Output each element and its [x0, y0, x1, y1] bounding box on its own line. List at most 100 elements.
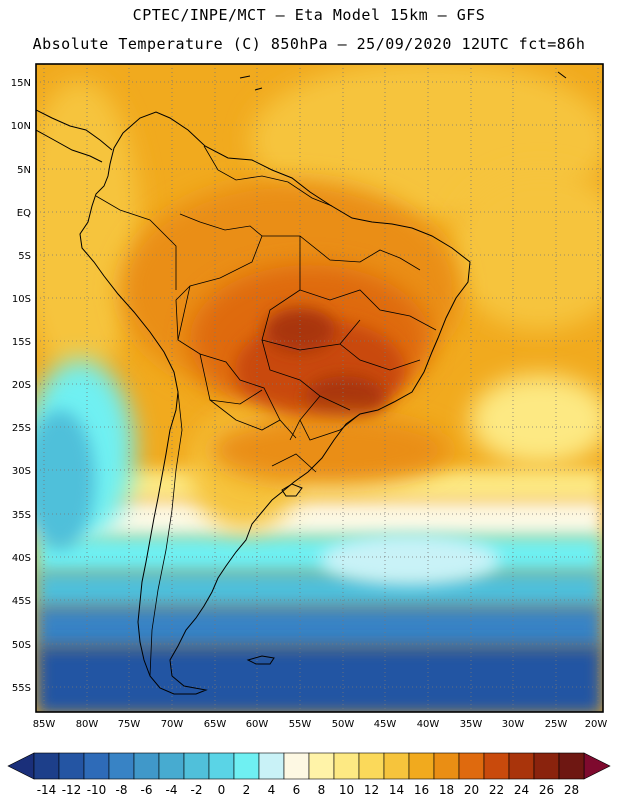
colorbar-segment	[258, 752, 285, 780]
colorbar-segment	[458, 752, 485, 780]
lon-label-85w: 85W	[33, 719, 56, 730]
colorbar-label: 24	[514, 783, 529, 797]
lat-label-40s: 40S	[12, 553, 31, 564]
border-bolivia	[177, 285, 263, 405]
colorbar-segment	[33, 752, 60, 780]
border-peru-ecuador	[95, 195, 177, 290]
field-south-brazil-warm	[210, 415, 450, 485]
lon-label-30w: 30W	[502, 719, 525, 730]
lat-label-25s: 25S	[12, 423, 31, 434]
lat-label-15n: 15N	[11, 78, 31, 89]
lon-label-25w: 25W	[545, 719, 568, 730]
colorbar-segment	[508, 752, 535, 780]
colorbar-segment	[558, 752, 585, 780]
colorbar-segment	[158, 752, 185, 780]
south-america-coastline	[79, 111, 471, 695]
falkland-islands	[246, 655, 275, 665]
lat-label-20s: 20S	[12, 380, 31, 391]
lon-label-55w: 55W	[289, 719, 312, 730]
lon-label-35w: 35W	[460, 719, 483, 730]
field-deep-blue-band	[36, 645, 603, 712]
colorbar-segment	[283, 752, 310, 780]
lon-label-70w: 70W	[161, 719, 184, 730]
border-brazil-states	[261, 235, 437, 441]
colorbar-label: -12	[62, 783, 82, 797]
colorbar-label: -10	[87, 783, 107, 797]
colorbar-under-arrow	[7, 752, 35, 780]
colorbar-label: 14	[389, 783, 404, 797]
colorbar-segment	[333, 752, 360, 780]
lat-label-55s: 55S	[12, 683, 31, 694]
colorbar-label: 28	[564, 783, 579, 797]
colorbar-label: 26	[539, 783, 554, 797]
colorbar-segment	[433, 752, 460, 780]
border-uruguay	[271, 453, 317, 473]
border-brazil-west	[175, 213, 297, 439]
colorbar-label: 18	[439, 783, 454, 797]
lon-label-60w: 60W	[246, 719, 269, 730]
lon-label-65w: 65W	[204, 719, 227, 730]
colorbar-label: 0	[218, 783, 226, 797]
colorbar-label: -6	[141, 783, 153, 797]
colorbar-label: -14	[37, 783, 57, 797]
colorbar-segments	[33, 752, 585, 780]
field-pacific-colder	[36, 410, 95, 550]
field-pacific-north	[36, 80, 140, 380]
colorbar-segment	[533, 752, 560, 780]
lat-label-5s: 5S	[18, 251, 31, 262]
colorbar: -14 -12 -10 -8 -6 -4 -2 0 2 4 6 8 10 12 14 16 18 20 22 24 26…	[7, 752, 611, 797]
central-america-coastline-south	[36, 129, 103, 163]
lat-label-15s: 15S	[12, 337, 31, 348]
colorbar-label: 12	[364, 783, 379, 797]
colorbar-label: -2	[191, 783, 203, 797]
colorbar-over-arrow	[583, 752, 611, 780]
lat-label-5n: 5N	[17, 165, 31, 176]
border-brazil-north	[203, 145, 333, 207]
colorbar-label: 10	[339, 783, 354, 797]
border-chile-argentina	[149, 391, 183, 677]
colorbar-label: 4	[268, 783, 276, 797]
central-america-coastline	[36, 109, 113, 151]
colorbar-label: 22	[489, 783, 504, 797]
lat-label-45s: 45S	[12, 596, 31, 607]
field-blue-band	[36, 605, 603, 650]
colorbar-segment	[108, 752, 135, 780]
caribbean-islands	[239, 71, 567, 91]
field-atlantic-yellow	[470, 375, 603, 465]
colorbar-segment	[483, 752, 510, 780]
border-argentina-paraguay	[209, 399, 281, 431]
lon-label-45w: 45W	[374, 719, 397, 730]
colorbar-label: 8	[318, 783, 326, 797]
lon-label-80w: 80W	[76, 719, 99, 730]
colorbar-label: -4	[166, 783, 178, 797]
coastlines	[36, 71, 567, 695]
colorbar-label: 16	[414, 783, 429, 797]
colorbar-segment	[233, 752, 260, 780]
lagoa-dos-patos	[281, 483, 303, 497]
country-borders	[95, 145, 437, 677]
lon-label-40w: 40W	[417, 719, 440, 730]
map-title-line1: CPTEC/INPE/MCT – Eta Model 15km – GFS	[132, 6, 486, 24]
lat-lon-grid	[36, 64, 603, 712]
field-hot-core	[305, 376, 385, 420]
field-hot-core-north	[265, 308, 335, 352]
colorbar-segment	[83, 752, 110, 780]
lat-label-eq: EQ	[17, 208, 31, 219]
field-cream-band	[36, 500, 603, 540]
colorbar-segment	[358, 752, 385, 780]
longitude-labels: 85W 80W 75W 70W 65W 60W 55W 50W 45W 40W …	[33, 719, 608, 730]
lat-label-50s: 50S	[12, 640, 31, 651]
temperature-field	[36, 64, 603, 712]
colorbar-segment	[383, 752, 410, 780]
colorbar-segment	[133, 752, 160, 780]
field-cyan-band	[36, 535, 603, 575]
lon-label-75w: 75W	[118, 719, 141, 730]
colorbar-segment	[308, 752, 335, 780]
colorbar-label: 6	[293, 783, 301, 797]
lat-label-30s: 30S	[12, 466, 31, 477]
lon-label-20w: 20W	[585, 719, 608, 730]
colorbar-segment	[183, 752, 210, 780]
colorbar-label: 2	[243, 783, 251, 797]
field-teal-band	[36, 570, 603, 610]
